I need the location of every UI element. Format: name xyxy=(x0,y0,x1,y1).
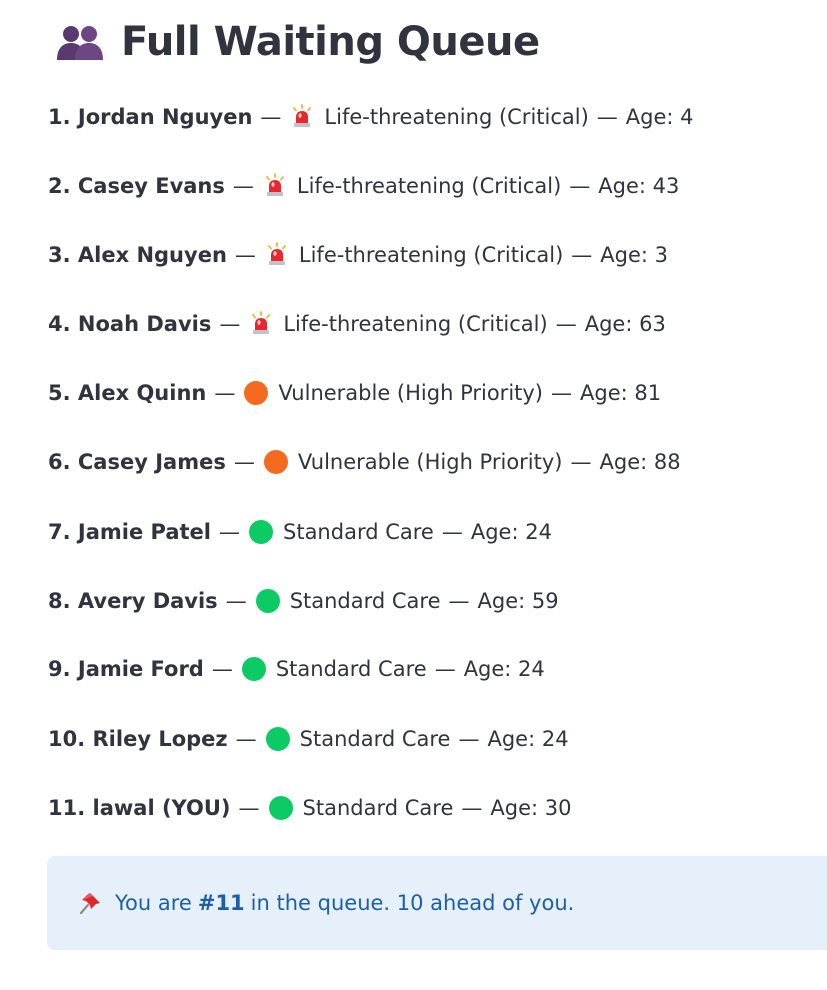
green-circle-icon xyxy=(268,795,294,821)
priority-label: Life-threatening (Critical) xyxy=(324,105,589,129)
siren-icon xyxy=(289,104,315,130)
patient-age: Age: 24 xyxy=(487,727,569,751)
siren-icon xyxy=(262,173,288,199)
pushpin-icon xyxy=(77,890,103,916)
priority-label: Standard Care xyxy=(299,727,451,751)
patient-name: 2. Casey Evans xyxy=(48,174,225,198)
page-title-text: Full Waiting Queue xyxy=(121,19,540,65)
queue-row: 9. Jamie Ford — Standard Care — Age: 24 xyxy=(48,653,545,685)
separator: — xyxy=(461,796,483,820)
queue-row: 6. Casey James — Vulnerable (High Priority… xyxy=(48,446,681,478)
green-circle-icon xyxy=(265,726,291,752)
patient-age: Age: 24 xyxy=(463,657,545,681)
priority-label: Standard Care xyxy=(289,589,441,613)
separator: — xyxy=(214,381,236,405)
patient-name: 4. Noah Davis xyxy=(48,312,212,336)
patient-name: 10. Riley Lopez xyxy=(48,727,228,751)
queue-position-alert: You are #11 in the queue. 10 ahead of yo… xyxy=(47,856,827,950)
priority-label: Standard Care xyxy=(283,520,434,544)
green-circle-icon xyxy=(241,656,267,682)
separator: — xyxy=(551,381,573,405)
green-circle-icon xyxy=(255,588,281,614)
alert-position: #11 xyxy=(197,891,245,915)
orange-circle-icon xyxy=(243,380,269,406)
queue-row: 3. Alex Nguyen — Life-threatening (Critica… xyxy=(48,239,668,271)
patient-name: 7. Jamie Patel xyxy=(48,520,211,544)
patient-name: 8. Avery Davis xyxy=(48,589,218,613)
patient-age: Age: 30 xyxy=(490,796,572,820)
separator: — xyxy=(225,589,247,613)
queue-row: 5. Alex Quinn — Vulnerable (High Priority)… xyxy=(48,377,661,409)
patient-age: Age: 59 xyxy=(477,589,559,613)
separator: — xyxy=(569,174,591,198)
patient-name: 3. Alex Nguyen xyxy=(48,243,227,267)
siren-icon xyxy=(264,242,290,268)
separator: — xyxy=(596,105,618,129)
patient-name: 5. Alex Quinn xyxy=(48,381,207,405)
patient-name: 9. Jamie Ford xyxy=(48,657,204,681)
separator: — xyxy=(232,174,254,198)
priority-label: Vulnerable (High Priority) xyxy=(278,381,544,405)
patient-age: Age: 24 xyxy=(470,520,552,544)
separator: — xyxy=(235,727,257,751)
priority-label: Standard Care xyxy=(302,796,454,820)
separator: — xyxy=(219,312,241,336)
priority-label: Life-threatening (Critical) xyxy=(283,312,548,336)
priority-label: Vulnerable (High Priority) xyxy=(297,450,563,474)
separator: — xyxy=(570,450,592,474)
page-title: Full Waiting Queue xyxy=(55,14,540,70)
patient-name: 1. Jordan Nguyen xyxy=(48,105,253,129)
separator: — xyxy=(441,520,463,544)
separator: — xyxy=(219,520,240,544)
patient-age: Age: 81 xyxy=(580,381,662,405)
priority-label: Life-threatening (Critical) xyxy=(296,174,562,198)
patient-age: Age: 88 xyxy=(599,450,681,474)
separator: — xyxy=(458,727,480,751)
orange-circle-icon xyxy=(263,449,289,475)
queue-row: 10. Riley Lopez — Standard Care — Age: 24 xyxy=(48,723,569,755)
people-icon xyxy=(55,22,105,62)
queue-row: 4. Noah Davis — Life-threatening (Critical… xyxy=(48,308,666,340)
priority-label: Standard Care xyxy=(275,657,427,681)
queue-row: 7. Jamie Patel — Standard Care — Age: 24 xyxy=(48,516,552,548)
separator: — xyxy=(571,243,593,267)
alert-suffix: in the queue. 10 ahead of you. xyxy=(250,891,575,915)
priority-label: Life-threatening (Critical) xyxy=(298,243,564,267)
patient-age: Age: 3 xyxy=(600,243,669,267)
alert-prefix: You are xyxy=(115,891,192,915)
separator: — xyxy=(448,589,470,613)
patient-age: Age: 43 xyxy=(598,174,680,198)
queue-row: 1. Jordan Nguyen — Life-threatening (Criti… xyxy=(48,101,694,133)
separator: — xyxy=(434,657,456,681)
patient-name: 6. Casey James xyxy=(48,450,226,474)
patient-name: 11. lawal (YOU) xyxy=(48,796,231,820)
separator: — xyxy=(234,243,256,267)
queue-row: 11. lawal (YOU) — Standard Care — Age: 30 xyxy=(48,792,571,824)
patient-age: Age: 63 xyxy=(584,312,666,336)
separator: — xyxy=(238,796,260,820)
separator: — xyxy=(233,450,255,474)
separator: — xyxy=(260,105,282,129)
separator: — xyxy=(555,312,577,336)
queue-row: 8. Avery Davis — Standard Care — Age: 59 xyxy=(48,585,559,617)
siren-icon xyxy=(248,311,274,337)
queue-row: 2. Casey Evans — Life-threatening (Critica… xyxy=(48,170,679,202)
green-circle-icon xyxy=(248,519,274,545)
patient-age: Age: 4 xyxy=(625,105,694,129)
separator: — xyxy=(211,657,233,681)
